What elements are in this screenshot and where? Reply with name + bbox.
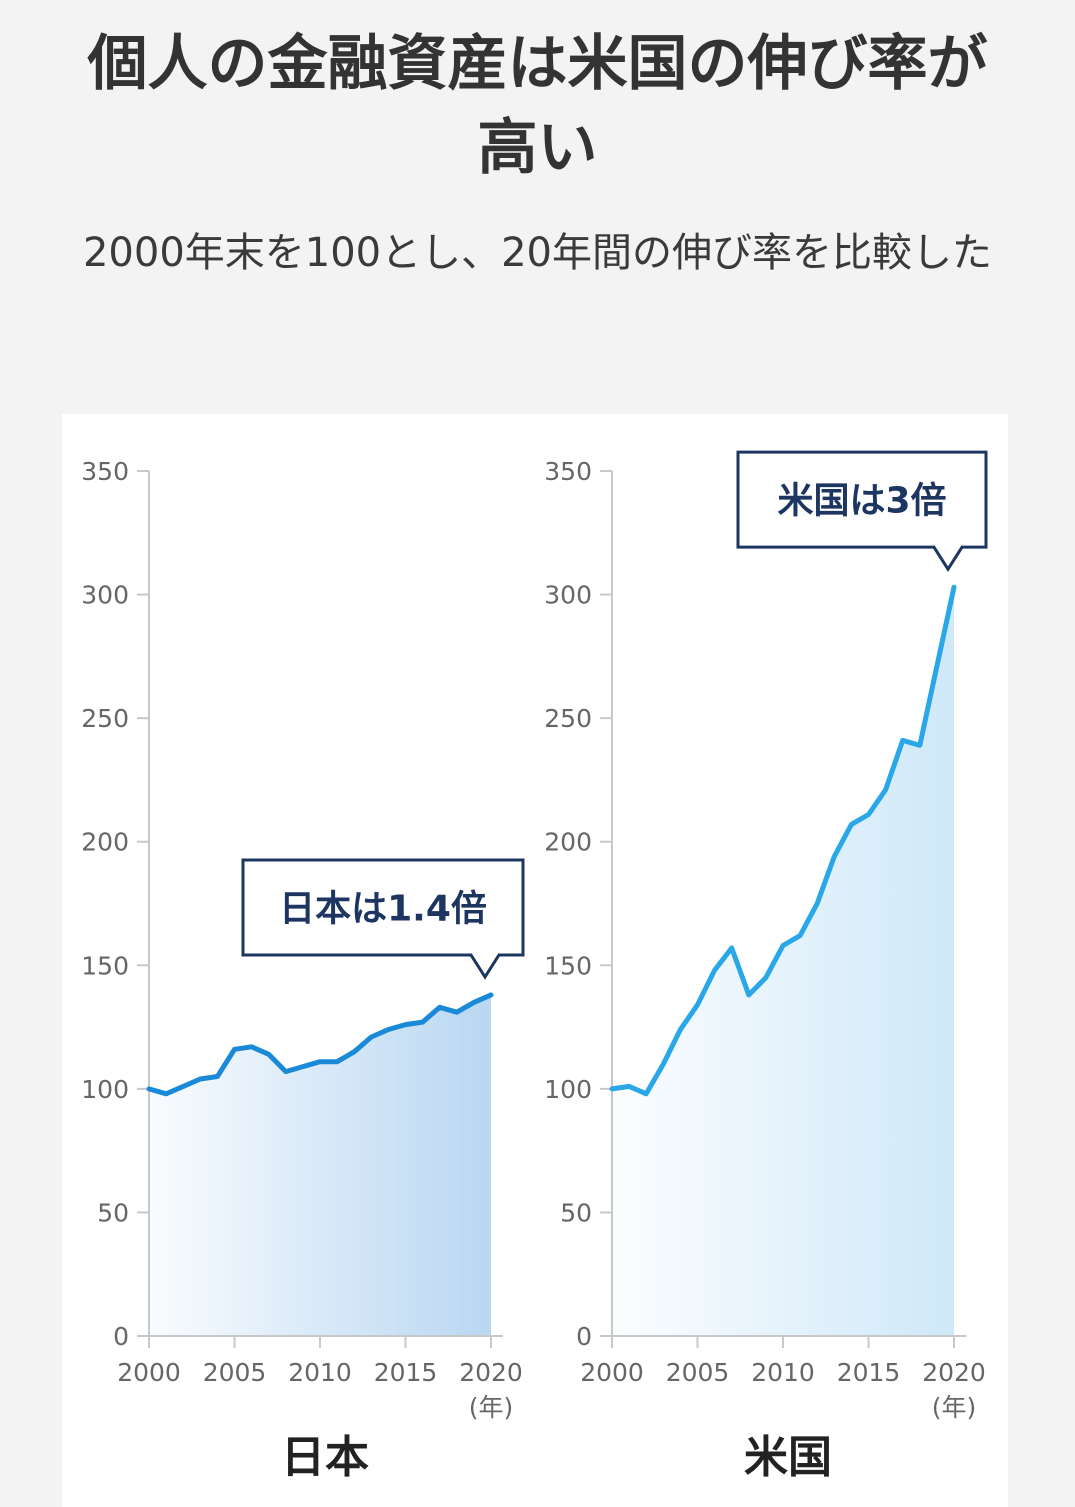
y-tick-label: 250 xyxy=(544,704,592,733)
y-tick-label: 150 xyxy=(81,951,129,980)
chart-title: 日本 xyxy=(281,1432,369,1483)
callout-label: 米国は3倍 xyxy=(777,481,946,522)
chart-card: 0 50 100 150 200 250 300 350 2000 2005 2010 2015 202… xyxy=(62,414,1008,1507)
x-tick-label: 2010 xyxy=(751,1358,815,1387)
series-line xyxy=(146,992,494,1097)
y-tick-label: 0 xyxy=(113,1322,129,1351)
x-axis-unit: (年) xyxy=(932,1393,977,1422)
series-line xyxy=(609,584,957,1097)
x-tick-label: 2020 xyxy=(922,1358,986,1387)
y-tick-label: 100 xyxy=(81,1075,129,1104)
y-tick-label: 350 xyxy=(81,457,129,486)
y-tick-label: 50 xyxy=(560,1198,592,1227)
callout-label: 日本は1.4倍 xyxy=(279,888,487,929)
chart-panel-1: 0 50 100 150 200 250 300 350 2000 2005 2010 2015 202… xyxy=(544,450,988,1483)
chart-title: 米国 xyxy=(744,1432,832,1483)
x-axis-unit: (年) xyxy=(469,1393,514,1422)
x-tick-label: 2015 xyxy=(374,1358,438,1387)
y-tick-label: 350 xyxy=(544,457,592,486)
callout-box xyxy=(736,450,988,572)
x-tick-label: 2020 xyxy=(459,1358,523,1387)
callout-box xyxy=(241,858,525,980)
y-tick-label: 300 xyxy=(81,581,129,610)
y-tick-label: 100 xyxy=(544,1075,592,1104)
y-tick-label: 150 xyxy=(544,951,592,980)
y-tick-label: 300 xyxy=(544,581,592,610)
x-tick-label: 2005 xyxy=(666,1358,730,1387)
y-tick-label: 200 xyxy=(544,828,592,857)
page-title: 個人の金融資産は米国の伸び率が高い xyxy=(87,29,988,183)
x-tick-label: 2015 xyxy=(837,1358,901,1387)
series-area xyxy=(612,587,954,1336)
x-tick-label: 2005 xyxy=(203,1358,267,1387)
x-tick-label: 2000 xyxy=(580,1358,644,1387)
y-tick-label: 50 xyxy=(97,1198,129,1227)
y-tick-label: 0 xyxy=(576,1322,592,1351)
y-tick-label: 250 xyxy=(81,704,129,733)
y-tick-label: 200 xyxy=(81,828,129,857)
x-tick-label: 2000 xyxy=(117,1358,181,1387)
x-tick-label: 2010 xyxy=(288,1358,352,1387)
chart-panel-0: 0 50 100 150 200 250 300 350 2000 2005 2010 2015 202… xyxy=(81,457,525,1483)
page-subtitle: 2000年末を100とし、20年間の伸び率を比較した xyxy=(82,230,993,276)
series-area xyxy=(149,994,491,1336)
